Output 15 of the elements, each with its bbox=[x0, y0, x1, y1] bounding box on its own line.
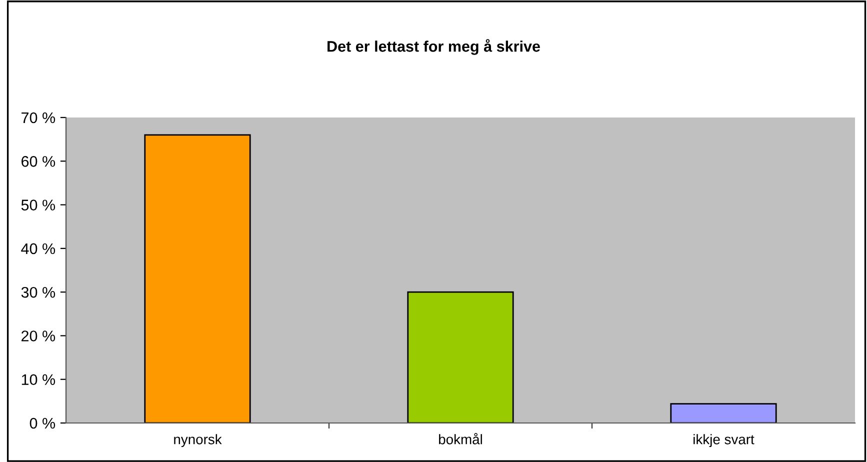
y-tick-label: 60 % bbox=[22, 156, 56, 167]
y-tick-label: 30 % bbox=[21, 286, 56, 298]
y-tick-label: 50 % bbox=[21, 200, 56, 210]
y-tick-label: 40 % bbox=[21, 243, 56, 254]
bar bbox=[407, 291, 514, 423]
x-tick-label: bokmål bbox=[439, 432, 482, 444]
y-tick-label: 20 % bbox=[22, 330, 56, 342]
bar bbox=[670, 403, 777, 423]
chart-title: Det er lettast for meg å skrive bbox=[328, 39, 540, 55]
y-tick-label: 10 % bbox=[22, 374, 56, 386]
y-tick-label: 70 % bbox=[22, 112, 56, 124]
bar bbox=[144, 134, 251, 423]
y-tick-label: 0 % bbox=[30, 418, 56, 429]
x-tick-label: nynorsk bbox=[174, 434, 222, 448]
x-tick-label: ikkje svart bbox=[694, 434, 754, 448]
